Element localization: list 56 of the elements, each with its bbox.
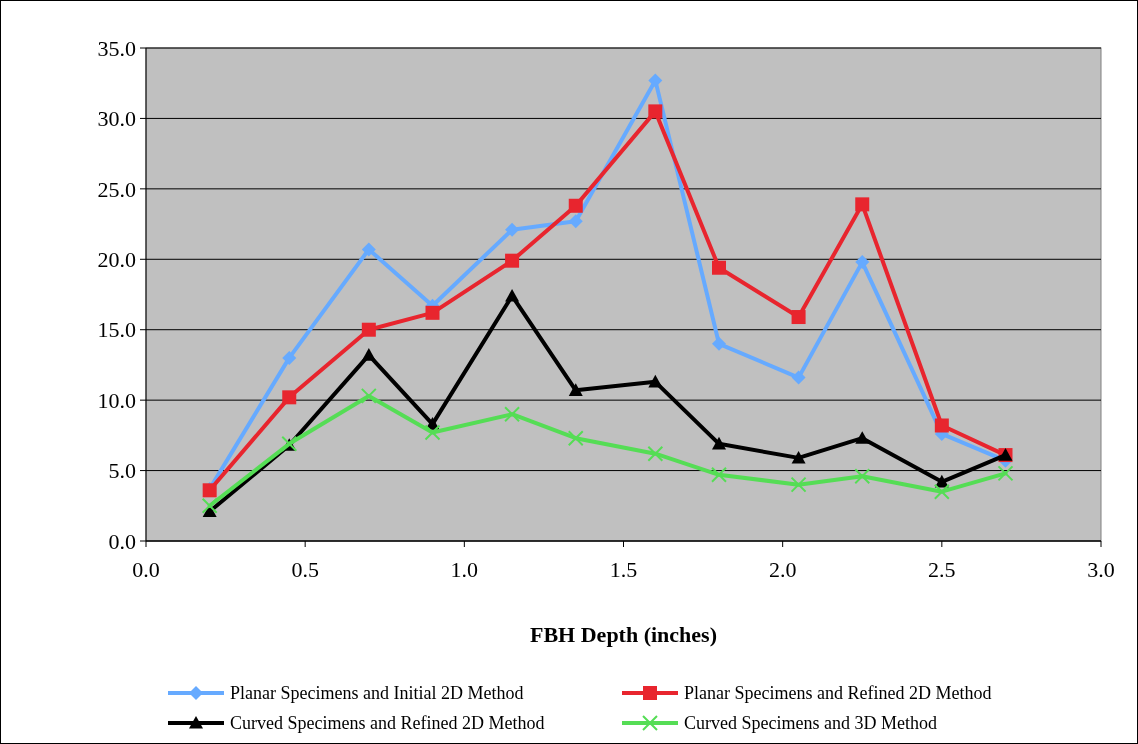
point xyxy=(648,104,663,119)
point xyxy=(424,424,441,441)
point xyxy=(648,374,663,388)
point xyxy=(361,242,376,257)
point xyxy=(997,465,1014,482)
point xyxy=(568,383,583,396)
point xyxy=(361,322,376,337)
point xyxy=(282,350,297,365)
x-tick-label: 1.0 xyxy=(450,557,479,582)
point xyxy=(791,370,806,385)
point xyxy=(201,497,218,514)
y-tick-label: 35.0 xyxy=(97,35,136,61)
point xyxy=(855,431,870,444)
point xyxy=(505,253,520,268)
point xyxy=(504,406,521,423)
point xyxy=(855,197,870,212)
legend-label: Curved Specimens and Refined 2D Method xyxy=(230,713,545,734)
y-tick-label: 10.0 xyxy=(97,387,136,413)
x-tick-label: 1.5 xyxy=(609,557,638,582)
x-tick-label: 2.5 xyxy=(928,557,956,582)
point xyxy=(791,310,806,325)
point xyxy=(712,260,726,275)
point xyxy=(791,450,806,464)
point xyxy=(282,390,297,405)
point xyxy=(648,73,663,88)
y-tick-label: 15.0 xyxy=(97,317,136,343)
point xyxy=(568,198,583,213)
point xyxy=(854,468,871,485)
y-tick-label: 25.0 xyxy=(97,176,136,202)
point xyxy=(933,483,950,500)
x-tick-label: 2.0 xyxy=(768,557,797,582)
point xyxy=(568,214,583,229)
point xyxy=(934,418,949,433)
legend-label: Planar Specimens and Initial 2D Method xyxy=(230,683,524,704)
x-axis-title: FBH Depth (inches) xyxy=(530,622,717,647)
legend-label: Planar Specimens and Refined 2D Method xyxy=(684,683,992,704)
point xyxy=(425,305,440,320)
point xyxy=(712,336,726,351)
legend-label: Curved Specimens and 3D Method xyxy=(684,713,937,734)
point xyxy=(712,436,726,450)
x-tick-label: 3.0 xyxy=(1087,557,1115,582)
point xyxy=(567,430,584,447)
y-tick-label: 30.0 xyxy=(97,106,136,132)
point xyxy=(505,222,520,237)
point xyxy=(360,387,377,404)
point xyxy=(855,255,870,270)
y-tick-label: 0.0 xyxy=(108,528,136,554)
point xyxy=(361,348,376,361)
x-tick-label: 0.5 xyxy=(291,557,319,582)
point xyxy=(505,288,520,302)
y-tick-label: 20.0 xyxy=(97,246,136,272)
point xyxy=(790,476,807,493)
y-tick-label: 5.0 xyxy=(108,458,136,484)
point xyxy=(711,466,727,483)
x-tick-label: 0.0 xyxy=(132,557,160,582)
point xyxy=(647,445,664,462)
